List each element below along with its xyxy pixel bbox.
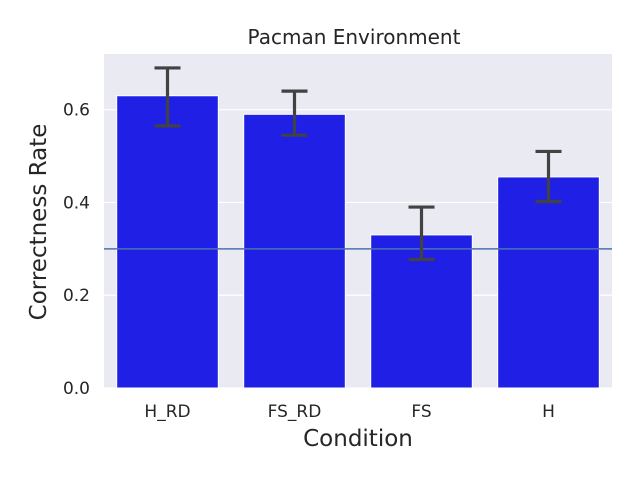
x-tick-label: FS_RD	[268, 402, 322, 422]
y-tick-labels: 0.0 0.2 0.4 0.6	[63, 101, 90, 399]
x-tick-labels: H_RD FS_RD FS H	[144, 402, 554, 422]
y-tick-label: 0.6	[63, 101, 90, 121]
x-tick-label: H	[542, 402, 555, 422]
y-tick-label: 0.4	[63, 193, 90, 213]
bar	[243, 113, 346, 389]
x-tick-label: H_RD	[144, 402, 190, 422]
x-axis-label: Condition	[303, 426, 413, 452]
y-axis-label: Correctness Rate	[26, 124, 52, 321]
y-tick-label: 0.2	[63, 286, 90, 306]
error-bars	[154, 66, 562, 262]
bars	[116, 95, 600, 389]
bar	[116, 95, 219, 389]
y-tick-label: 0.0	[63, 379, 90, 399]
x-tick-label: FS	[411, 402, 431, 422]
bar	[497, 176, 600, 389]
chart-title: Pacman Environment	[248, 25, 461, 49]
